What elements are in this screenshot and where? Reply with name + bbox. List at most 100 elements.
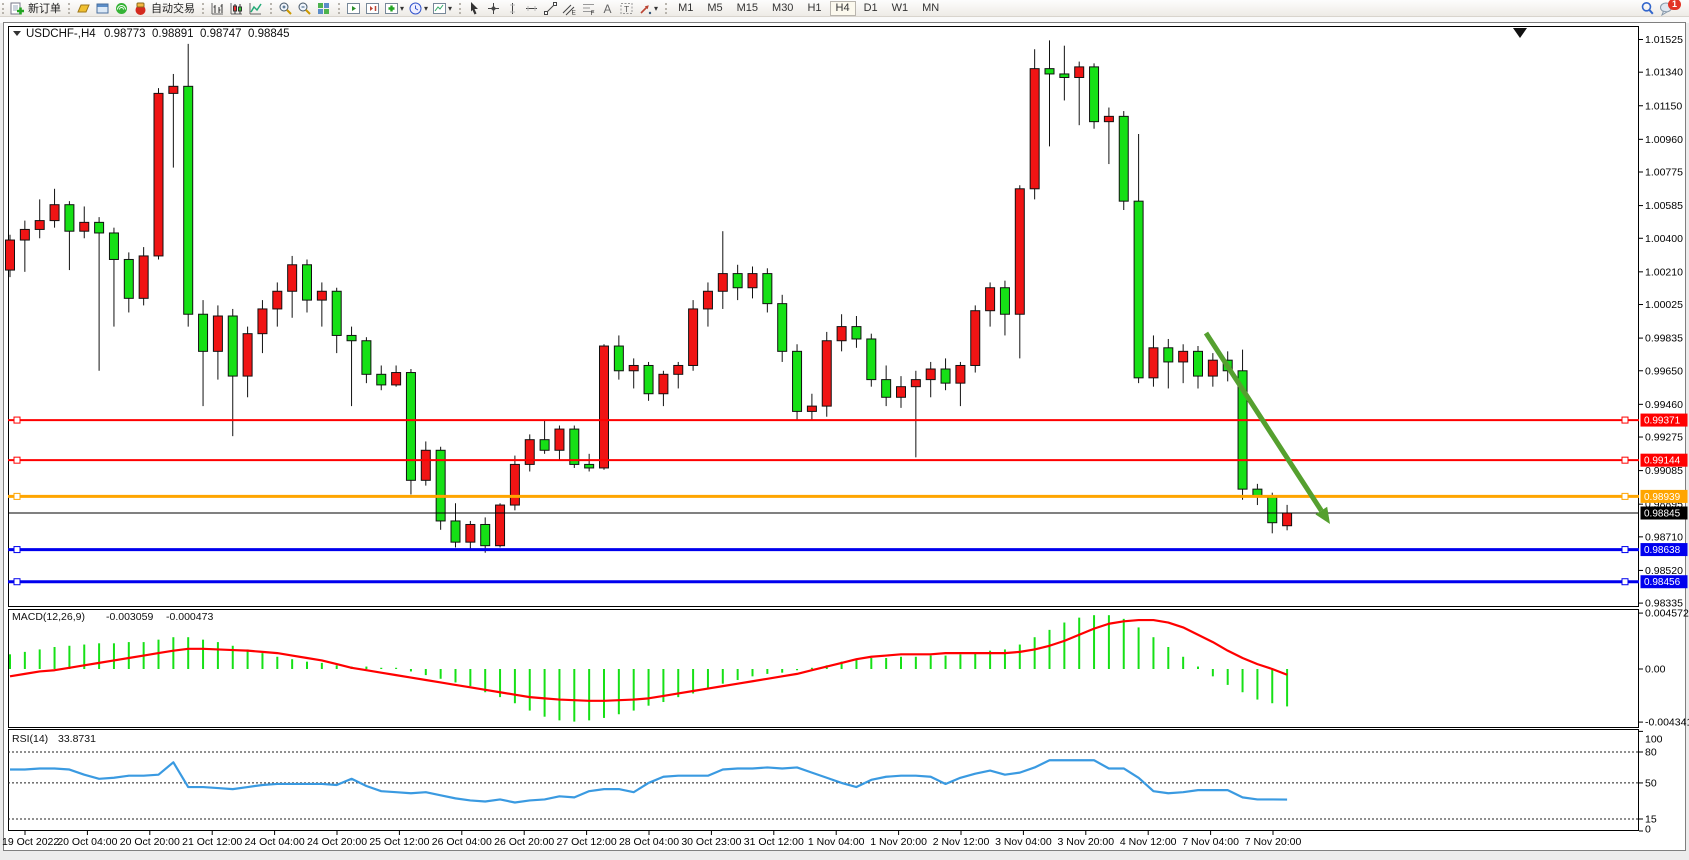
label-button[interactable]: T — [617, 0, 636, 16]
line-handle[interactable] — [13, 492, 21, 500]
timeframe-h1[interactable]: H1 — [807, 1, 822, 14]
candle — [940, 358, 951, 391]
template-button[interactable]: ▾ — [430, 0, 454, 16]
line-handle[interactable] — [13, 416, 21, 424]
arrows-button[interactable]: ▾ — [636, 0, 660, 16]
symbol-dropdown-icon[interactable] — [13, 31, 21, 36]
timeframe-w1[interactable]: W1 — [891, 1, 909, 14]
candle — [331, 287, 342, 354]
hline-button[interactable] — [522, 0, 541, 16]
candle — [1207, 353, 1218, 387]
line-handle[interactable] — [13, 578, 21, 586]
line-handle[interactable] — [1621, 456, 1629, 464]
price-tag-label: 0.98845 — [1644, 509, 1681, 520]
candle — [628, 358, 639, 389]
trend-arrow-shaft[interactable] — [1203, 331, 1324, 512]
candle — [896, 376, 906, 408]
step-forward-button[interactable] — [344, 0, 363, 16]
x-axis-label: 3 Nov 04:00 — [995, 836, 1052, 848]
signals-button[interactable] — [112, 0, 131, 16]
line-chart-button[interactable] — [246, 0, 265, 16]
chevron-down-icon[interactable]: ▾ — [400, 3, 405, 13]
candle — [1148, 335, 1159, 387]
timeframe-m1[interactable]: M1 — [678, 1, 694, 14]
candle — [94, 217, 105, 371]
candle — [881, 365, 892, 407]
chevron-down-icon[interactable]: ▾ — [654, 3, 659, 13]
market-watch-button[interactable] — [93, 0, 112, 16]
x-axis-label: 7 Nov 04:00 — [1182, 836, 1239, 848]
candle-body — [94, 221, 105, 234]
text-button[interactable]: A — [598, 0, 617, 16]
cursor-button[interactable] — [465, 0, 484, 16]
timeframe-d1[interactable]: D1 — [863, 1, 878, 14]
price-panel[interactable] — [8, 26, 1639, 607]
search-button[interactable] — [1638, 0, 1657, 16]
y-axis-label: 0.99650 — [1645, 365, 1683, 377]
x-axis-label: 31 Oct 12:00 — [744, 836, 804, 848]
tile-windows-button[interactable] — [314, 0, 333, 16]
price-tag — [1640, 506, 1688, 520]
candle — [1089, 63, 1100, 129]
candle — [212, 305, 223, 380]
candle — [1103, 107, 1114, 165]
step-end-button[interactable] — [363, 0, 382, 16]
candle-body — [34, 220, 45, 230]
crosshair-button[interactable] — [484, 0, 503, 16]
candle-body — [198, 313, 209, 352]
timeframe-mn[interactable]: MN — [922, 1, 940, 14]
line-handle[interactable] — [1621, 578, 1629, 586]
add-indicator-button[interactable]: ▾ — [382, 0, 406, 16]
candle — [138, 247, 149, 306]
candle-body — [985, 287, 996, 312]
chart-shift-marker-icon[interactable] — [1513, 28, 1527, 38]
timeframe-m30[interactable]: M30 — [772, 1, 794, 14]
channel-button[interactable]: E — [560, 0, 579, 16]
autotrading-button[interactable]: 自动交易 — [131, 0, 197, 16]
new-order-button[interactable]: 新订单 — [8, 0, 63, 16]
candle-body — [1237, 370, 1248, 490]
fibonacci-button[interactable]: F — [579, 0, 598, 16]
toolbar-group-2 — [200, 0, 268, 16]
candle — [79, 206, 90, 239]
chevron-down-icon[interactable]: ▾ — [448, 3, 453, 13]
macd-panel[interactable] — [8, 609, 1639, 728]
rsi-axis-label: 100 — [1645, 734, 1663, 746]
timeframe-h4[interactable]: H4 — [829, 0, 856, 16]
candle — [732, 264, 743, 301]
candle — [257, 300, 268, 354]
candle-chart-button[interactable] — [227, 0, 246, 16]
trendline-button[interactable] — [541, 0, 560, 16]
rsi-panel[interactable] — [8, 729, 1639, 831]
price-tag-label: 0.98939 — [1644, 492, 1681, 503]
line-handle[interactable] — [13, 456, 21, 464]
candle — [168, 73, 179, 168]
timeframe-m5[interactable]: M5 — [707, 1, 723, 14]
trend-arrow[interactable] — [1203, 331, 1330, 524]
candle-body — [762, 273, 773, 305]
line-handle[interactable] — [1621, 546, 1629, 554]
profiles-button[interactable] — [74, 0, 93, 16]
new-order-label: 新订单 — [28, 3, 61, 15]
chat-button[interactable]: 1 — [1657, 0, 1683, 16]
bar-chart-button[interactable] — [208, 0, 227, 16]
timeframe-m15[interactable]: M15 — [736, 1, 759, 14]
line-handle[interactable] — [13, 546, 21, 554]
x-axis-label: 26 Oct 04:00 — [432, 836, 492, 848]
period-button[interactable]: ▾ — [406, 0, 430, 16]
price-tag — [1640, 453, 1688, 467]
add-indicator-icon — [385, 2, 398, 14]
candle-body — [1029, 68, 1040, 190]
y-axis-label: 1.00960 — [1645, 134, 1683, 146]
candle — [198, 300, 209, 407]
chevron-down-icon[interactable]: ▾ — [424, 3, 429, 13]
trend-arrow-head[interactable] — [1315, 506, 1330, 524]
line-handle[interactable] — [1621, 416, 1629, 424]
vline-button[interactable] — [503, 0, 522, 16]
zoom-in-button[interactable] — [276, 0, 295, 16]
main-toolbar: 新订单 自动交易 ▾ ▾ ▾ E F A T ▾ M1 M5 M15 M30 H1 H4 D1 W1 MN 1 — [0, 0, 1689, 17]
zoom-out-button[interactable] — [295, 0, 314, 16]
line-handle[interactable] — [1621, 492, 1629, 500]
candle-body — [227, 315, 238, 377]
